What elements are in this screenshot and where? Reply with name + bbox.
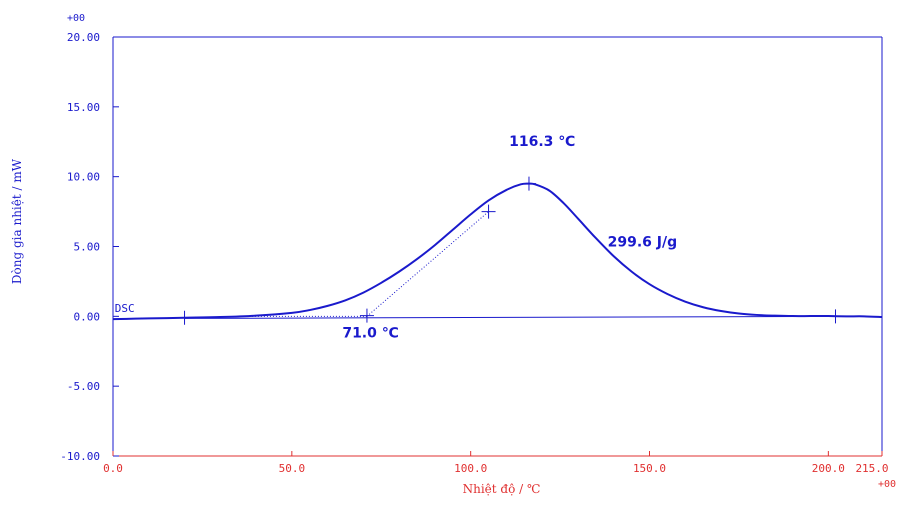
- annotation-label: 116.3 ℃: [509, 134, 575, 150]
- series-layer: [112, 182, 883, 321]
- y-tick-label: 0.00: [74, 310, 101, 323]
- plus-marker: [521, 176, 536, 191]
- y-tick-label: -10.00: [60, 450, 100, 463]
- y-axis-title: Dòng gia nhiệt / mW: [10, 158, 24, 284]
- plus-marker: [359, 308, 374, 323]
- y-tick-label: -5.00: [67, 380, 100, 393]
- onset-tangent-line: [366, 211, 489, 317]
- plus-marker: [828, 309, 843, 324]
- y-tick-label: 15.00: [67, 101, 100, 114]
- x-tick-label: 0.0: [103, 462, 123, 475]
- x-tick-label: 150.0: [633, 462, 666, 475]
- plus-marker: [177, 310, 192, 325]
- x-axis-title: Nhiệt độ / ℃: [463, 482, 541, 496]
- x-tick-label: 50.0: [279, 462, 306, 475]
- x-tick-label: 200.0: [812, 462, 845, 475]
- y-tick-label: 10.00: [67, 171, 100, 184]
- y-tick-label: 5.00: [74, 241, 101, 254]
- axes-layer: [112, 36, 883, 457]
- marker-layer: [177, 176, 843, 325]
- y-tick-label: 20.00: [67, 31, 100, 44]
- series-name-label: DSC: [115, 302, 135, 315]
- label-layer: -10.00 -5.00 0.00 5.00 10.00 15.00 20.00 0.0 50.…: [10, 13, 896, 496]
- x-exponent-label: +00: [878, 479, 896, 490]
- baseline-line: [184, 315, 836, 319]
- x-tick-label: 215.0: [855, 462, 888, 475]
- x-tick-label: 100.0: [454, 462, 487, 475]
- annotation-label: 299.6 J/g: [608, 235, 678, 251]
- plus-marker: [481, 204, 496, 219]
- annotation-label: 71.0 ℃: [342, 325, 398, 341]
- y-exponent-label: +00: [67, 13, 85, 24]
- dsc-series-curve: [112, 182, 883, 321]
